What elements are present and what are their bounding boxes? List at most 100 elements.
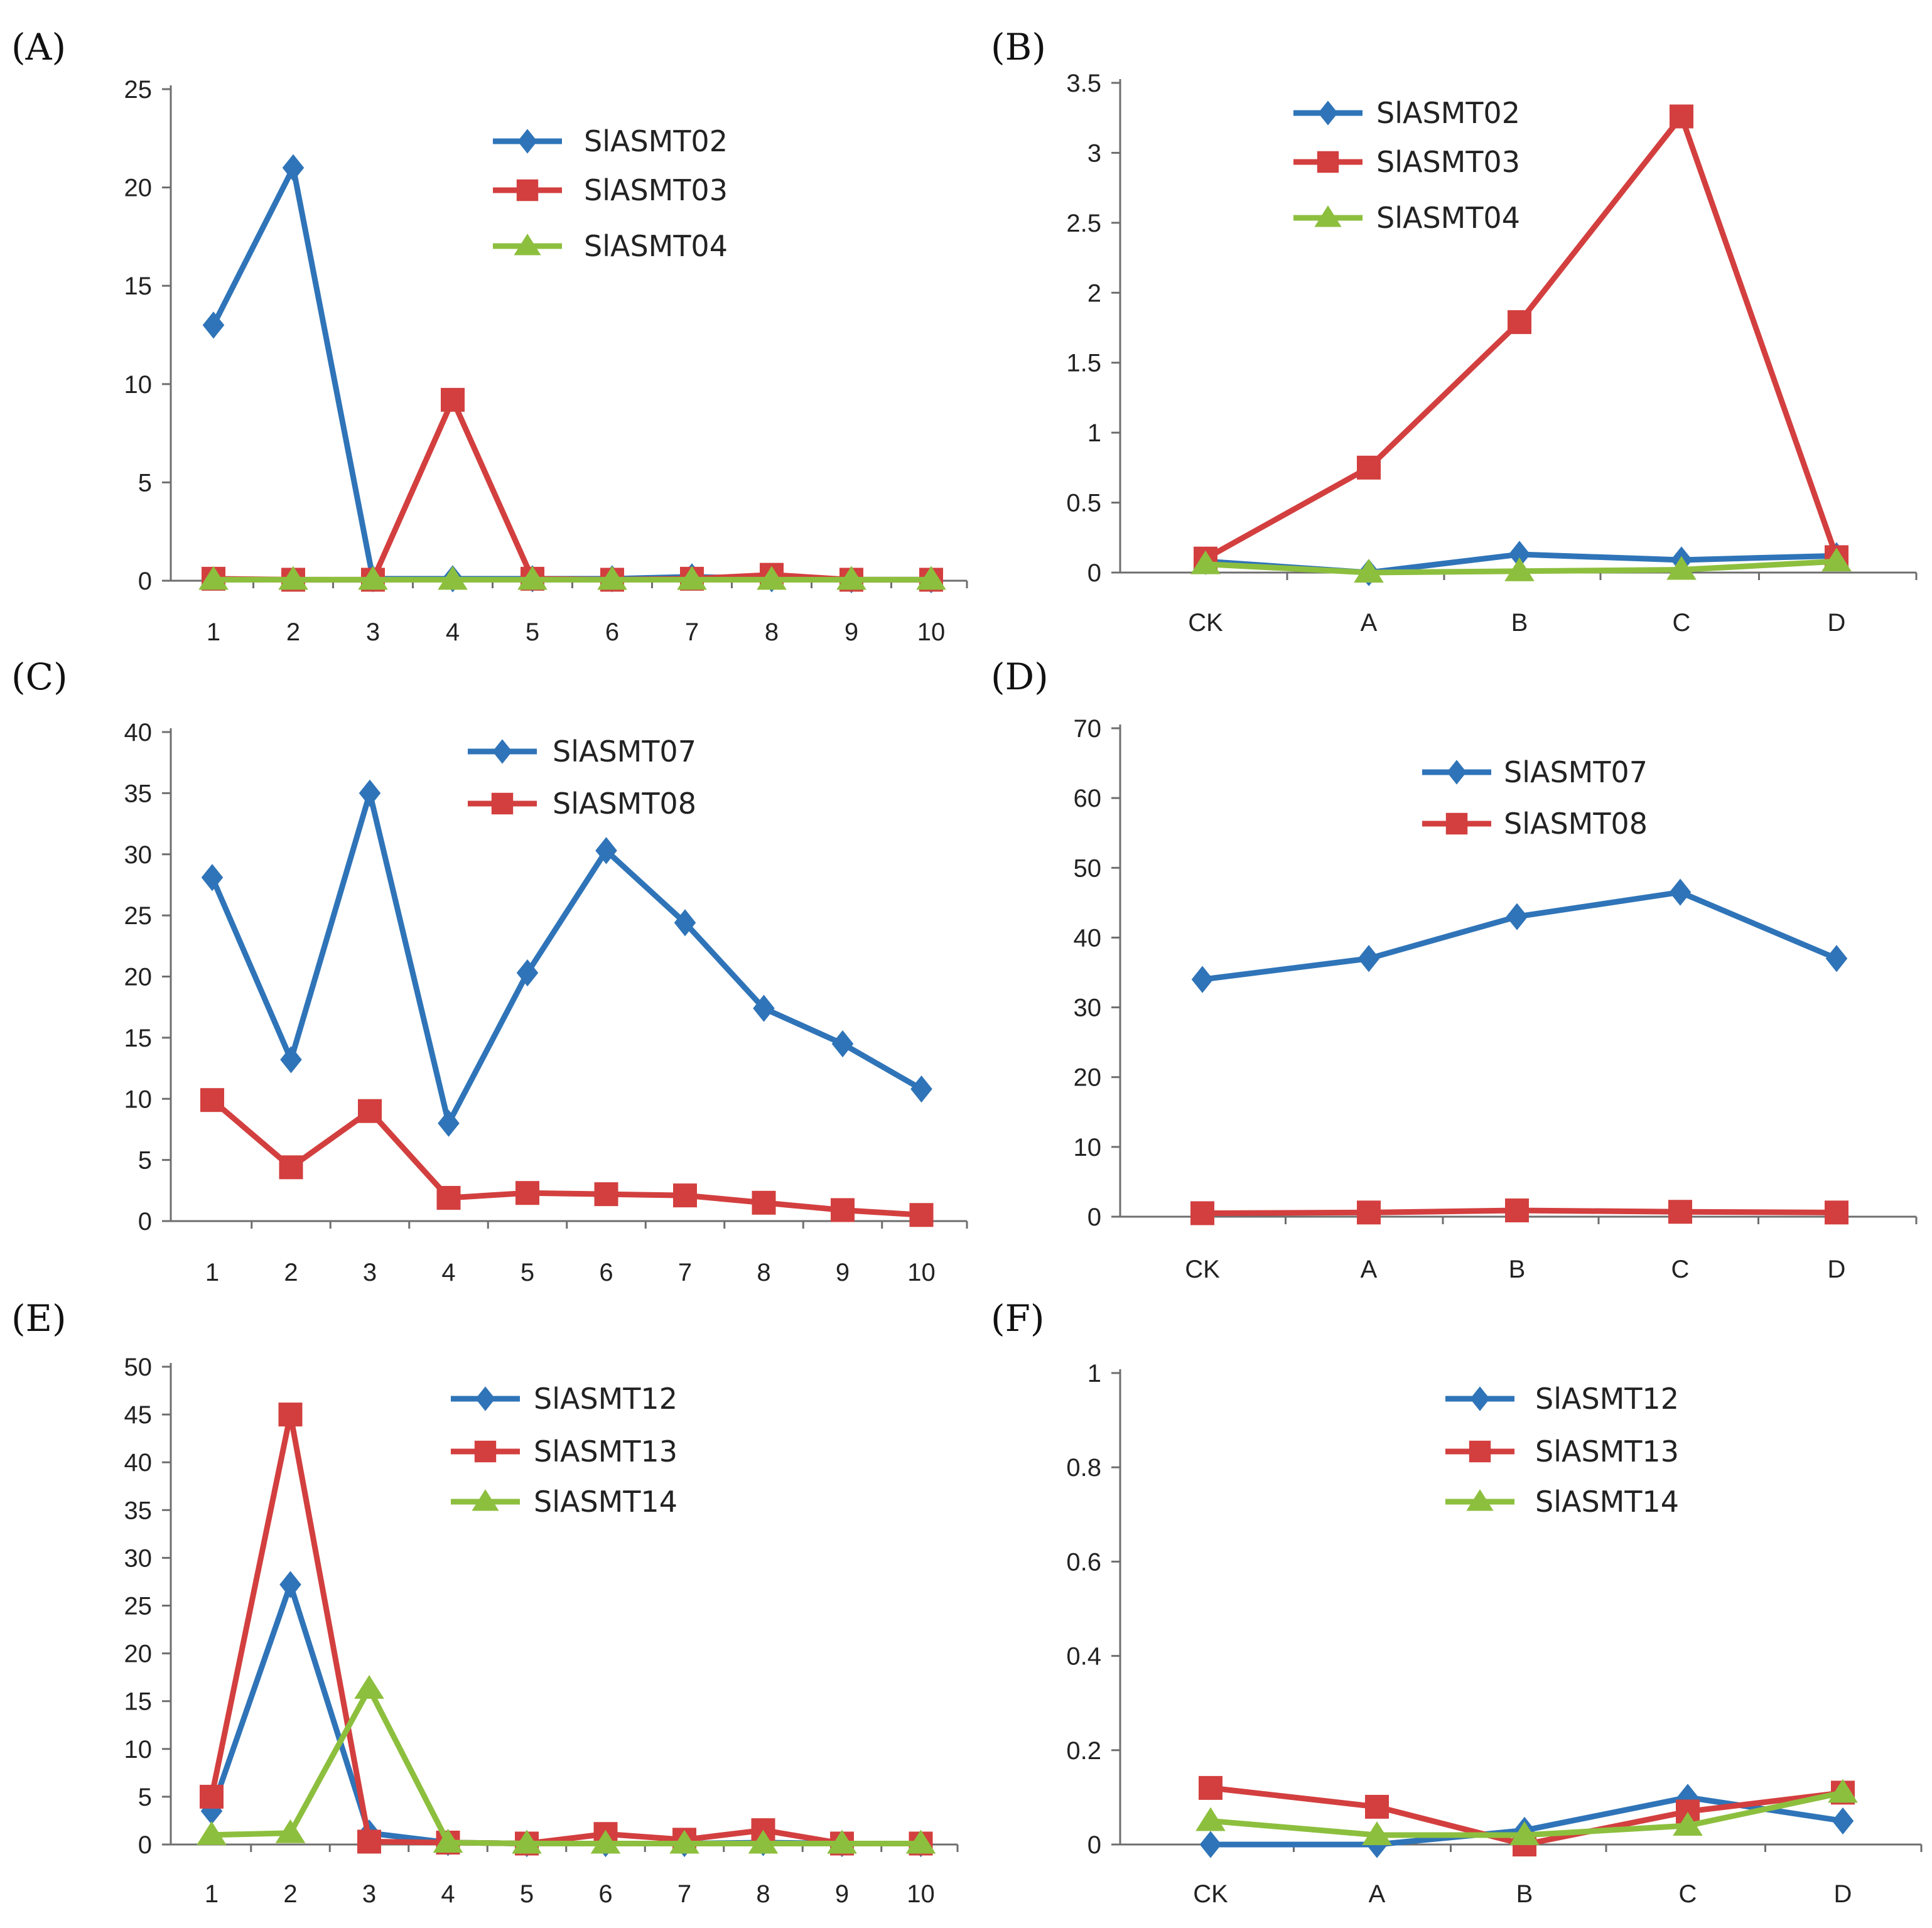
legend-item: SlASMT08	[1422, 807, 1648, 841]
y-tick-label: 0.5	[1066, 490, 1101, 517]
legend-marker	[474, 1440, 497, 1463]
chart-panel-a: (A) 0 5 10 15 20 25 1 2 3 4 5 6 7 8 9 10 SlASMT02 SlASMT03…	[11, 26, 968, 646]
x-tick-label: A	[1361, 609, 1378, 637]
data-point	[1199, 1775, 1222, 1800]
x-tick-label: D	[1828, 609, 1846, 637]
x-tick-label: 3	[362, 1880, 376, 1908]
legend-label: SlASMT13	[1535, 1435, 1679, 1468]
legend-label: SlASMT02	[1376, 96, 1520, 130]
legend-item: SlASMT04	[1293, 201, 1520, 235]
legend-label: SlASMT08	[1504, 807, 1648, 841]
data-point	[1668, 1200, 1692, 1224]
y-tick-label: 70	[1074, 715, 1102, 743]
data-point	[753, 994, 775, 1022]
y-tick-label: 5	[138, 1147, 152, 1175]
y-tick-label: 25	[124, 1593, 153, 1620]
series-slasmt04	[1190, 547, 1852, 583]
series-slasmt02	[202, 154, 942, 594]
data-point	[1506, 903, 1528, 930]
x-tick-label: B	[1511, 609, 1528, 637]
legend-item: SlASMT03	[493, 173, 728, 207]
data-point	[1825, 1200, 1848, 1225]
y-tick-label: 1	[1087, 1360, 1101, 1387]
series-line	[208, 1581, 924, 1846]
legend-marker	[1445, 812, 1468, 835]
data-point	[517, 566, 548, 590]
x-tick-label: C	[1671, 1256, 1690, 1283]
data-point	[910, 1075, 932, 1103]
panel-label: (E)	[11, 1297, 67, 1340]
data-point	[905, 1829, 936, 1854]
legend-item: SlASMT04	[493, 229, 728, 263]
x-tick-label: 6	[605, 618, 619, 646]
panel-label: (D)	[991, 655, 1049, 698]
data-point	[1357, 1200, 1381, 1225]
legend-marker	[491, 792, 514, 815]
legend-item: SlASMT03	[1293, 145, 1520, 179]
data-point	[202, 311, 225, 339]
data-point	[909, 1203, 934, 1227]
data-point	[1195, 1807, 1226, 1831]
data-point	[827, 1829, 857, 1854]
series-slasmt04	[198, 566, 946, 590]
series-slasmt08	[1190, 1198, 1848, 1225]
chart-panel-d: (D) 0 10 20 30 40 50 60 70 CK A B C D SlASMT07 SlASMT08	[991, 655, 1918, 1283]
x-tick-label: 8	[756, 1880, 770, 1908]
x-tick-label: C	[1673, 609, 1691, 637]
data-point	[674, 909, 696, 937]
legend-item: SlASMT14	[451, 1485, 677, 1519]
data-point	[1825, 945, 1848, 972]
series-line	[209, 1097, 924, 1218]
legend-marker	[492, 739, 512, 764]
series-slasmt13	[200, 1403, 933, 1856]
y-tick-label: 1.5	[1066, 350, 1101, 377]
x-tick-label: 7	[685, 618, 699, 646]
data-point	[516, 959, 539, 987]
data-point	[200, 1784, 224, 1809]
legend-item: SlASMT07	[468, 735, 696, 768]
data-point	[278, 566, 308, 590]
data-point	[1508, 310, 1531, 335]
data-point	[597, 566, 627, 590]
data-point	[1191, 966, 1214, 993]
x-tick-label: 10	[907, 1259, 936, 1286]
data-point	[436, 1185, 461, 1210]
y-tick-label: 50	[1074, 854, 1102, 882]
data-point	[1190, 550, 1221, 574]
data-point	[201, 864, 224, 891]
y-tick-label: 3.5	[1066, 70, 1101, 97]
legend-label: SlASMT07	[1504, 755, 1648, 789]
x-tick-label: 5	[526, 618, 539, 646]
panel-label: (A)	[11, 26, 66, 68]
y-tick-label: 30	[1074, 994, 1102, 1022]
legend-label: SlASMT04	[1376, 201, 1520, 235]
y-tick-label: 1	[1087, 419, 1101, 447]
data-point	[512, 1829, 542, 1854]
y-tick-label: 0	[138, 1208, 152, 1236]
legend-marker	[1317, 151, 1339, 173]
y-tick-label: 0.6	[1066, 1548, 1101, 1576]
data-point	[752, 1190, 776, 1215]
data-point	[282, 154, 305, 181]
panel-label: (F)	[991, 1297, 1045, 1340]
y-tick-label: 30	[124, 841, 153, 869]
legend-marker	[514, 234, 541, 256]
legend-label: SlASMT12	[534, 1382, 677, 1416]
data-point	[1504, 557, 1535, 581]
y-tick-label: 10	[124, 1085, 153, 1113]
data-point	[1505, 1198, 1529, 1222]
series-slasmt07	[1191, 878, 1848, 993]
data-point	[1357, 945, 1380, 972]
data-point	[748, 1829, 779, 1854]
y-tick-label: 20	[124, 964, 153, 991]
y-tick-label: 10	[124, 1736, 153, 1764]
legend-label: SlASMT08	[553, 787, 696, 821]
series-line	[209, 790, 924, 1126]
chart-panel-c: (C) 0 5 10 15 20 25 30 35 40 1 2 3 4 5 6 7 8 9 10 SlASMT07 Sl…	[11, 655, 968, 1286]
y-tick-label: 2.5	[1066, 210, 1101, 237]
x-tick-label: A	[1361, 1256, 1378, 1283]
data-point	[358, 1099, 382, 1123]
data-point	[1821, 547, 1852, 572]
data-point	[831, 1030, 854, 1058]
